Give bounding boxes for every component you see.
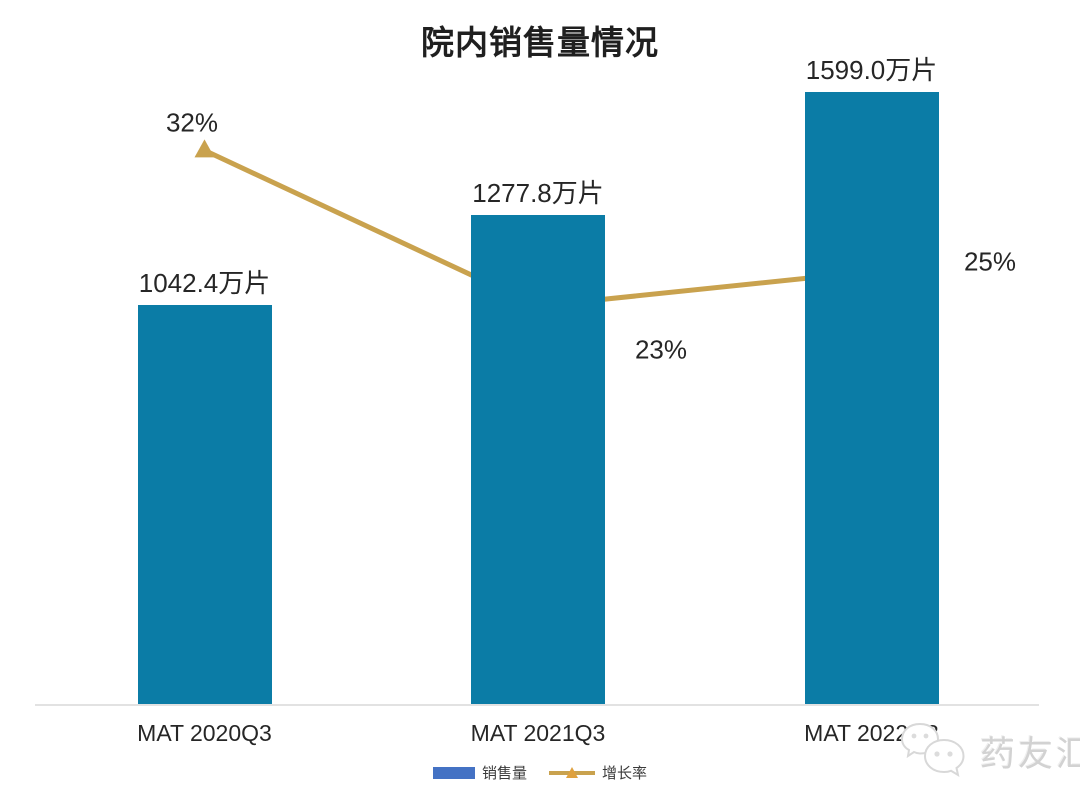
x-axis-label-mat-2022q3: MAT 2022Q3 (804, 720, 939, 746)
bar-mat-2021q3 (471, 214, 605, 704)
x-axis-line (35, 704, 1039, 706)
bar-value-label: 1042.4万片 (138, 268, 271, 299)
growth-rate-label: 25% (963, 246, 1017, 277)
legend-growth-label: 增长率 (602, 765, 648, 782)
legend-sales-label: 销售量 (481, 765, 527, 782)
bar-mat-2020q3 (137, 305, 272, 704)
chart-title: 院内销售量情况 (421, 24, 659, 61)
x-axis-label-mat-2020q3: MAT 2020Q3 (137, 720, 272, 746)
x-axis-label-mat-2021q3: MAT 2021Q3 (470, 720, 606, 746)
growth-rate-label: 32% (165, 107, 219, 138)
growth-series-swatch-icon (549, 766, 595, 780)
bar-value-label: 1599.0万片 (805, 55, 938, 85)
bar-mat-2022q3 (804, 92, 939, 704)
legend-item-sales: 销售量 (432, 762, 527, 783)
growth-rate-label: 23% (634, 334, 688, 365)
legend-item-growth: 增长率 (549, 762, 647, 783)
chart-legend: 销售量 增长率 (0, 762, 1080, 783)
bar-value-label: 1277.8万片 (472, 177, 604, 208)
sales-series-swatch-icon (432, 766, 475, 779)
